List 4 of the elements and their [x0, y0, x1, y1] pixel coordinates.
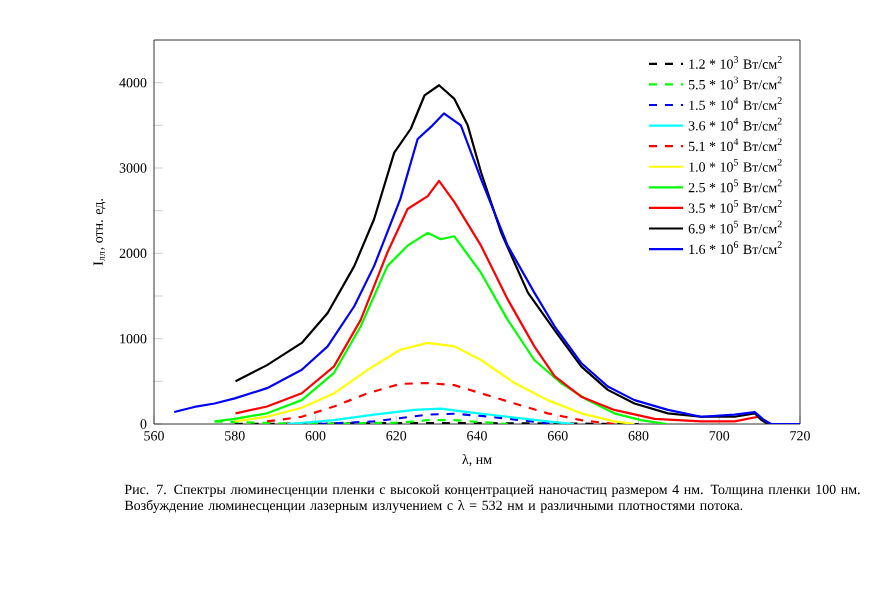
line-series: [233, 341, 636, 424]
line-series: [173, 112, 800, 424]
line-series: [286, 407, 576, 424]
line-series: [265, 381, 616, 424]
